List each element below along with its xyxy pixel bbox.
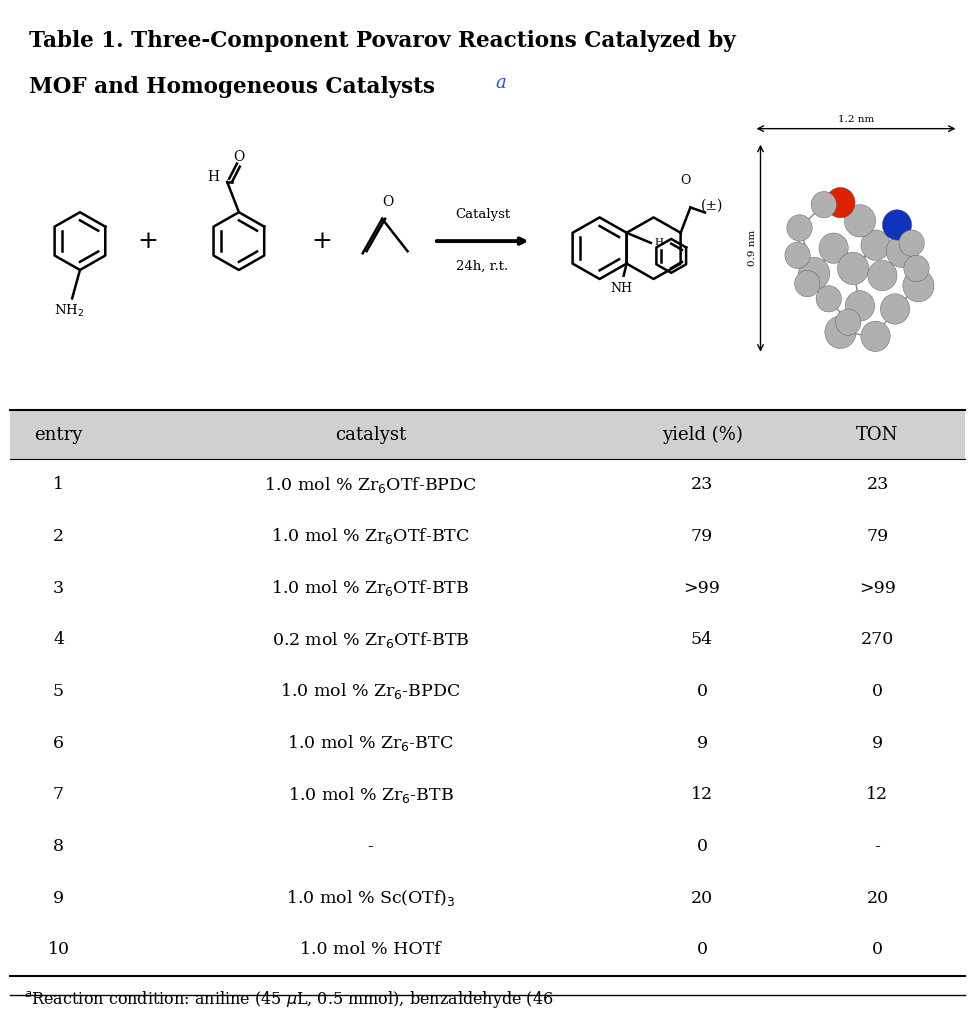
Text: (±): (±) bbox=[700, 199, 722, 213]
Text: 20: 20 bbox=[691, 889, 713, 907]
Text: 23: 23 bbox=[691, 476, 713, 493]
Circle shape bbox=[904, 255, 929, 282]
Text: Catalyst: Catalyst bbox=[455, 208, 510, 221]
Text: 5: 5 bbox=[53, 683, 64, 700]
Text: +: + bbox=[311, 230, 332, 252]
Text: -: - bbox=[875, 838, 880, 855]
Text: 12: 12 bbox=[691, 786, 713, 803]
Text: 7: 7 bbox=[53, 786, 64, 803]
Circle shape bbox=[861, 321, 890, 352]
Text: Table 1. Three-Component Povarov Reactions Catalyzed by: Table 1. Three-Component Povarov Reactio… bbox=[29, 30, 736, 53]
Text: 0: 0 bbox=[696, 683, 708, 700]
Text: 1: 1 bbox=[53, 476, 64, 493]
Circle shape bbox=[819, 233, 848, 263]
Text: H: H bbox=[654, 238, 663, 246]
Text: 9: 9 bbox=[53, 889, 64, 907]
Text: 0: 0 bbox=[872, 683, 883, 700]
Text: NH: NH bbox=[610, 282, 633, 295]
Text: 270: 270 bbox=[861, 631, 894, 648]
Text: 79: 79 bbox=[691, 528, 713, 545]
Text: 0: 0 bbox=[696, 838, 708, 855]
FancyBboxPatch shape bbox=[10, 410, 965, 459]
Text: 54: 54 bbox=[691, 631, 713, 648]
Text: catalyst: catalyst bbox=[334, 425, 407, 444]
Text: 8: 8 bbox=[53, 838, 64, 855]
Text: 1.2 nm: 1.2 nm bbox=[838, 114, 875, 124]
Circle shape bbox=[868, 260, 897, 291]
Text: 12: 12 bbox=[867, 786, 888, 803]
Circle shape bbox=[899, 230, 924, 256]
Circle shape bbox=[799, 257, 830, 290]
Text: 0.9 nm: 0.9 nm bbox=[748, 230, 758, 266]
Text: 0: 0 bbox=[872, 941, 883, 958]
Text: 79: 79 bbox=[867, 528, 888, 545]
Circle shape bbox=[844, 205, 876, 237]
Text: 1.0 mol % Zr$_6$OTf-BTC: 1.0 mol % Zr$_6$OTf-BTC bbox=[271, 527, 470, 546]
Circle shape bbox=[880, 294, 910, 324]
Text: 1.0 mol % Zr$_6$OTf-BPDC: 1.0 mol % Zr$_6$OTf-BPDC bbox=[264, 475, 477, 494]
Text: 1.0 mol % Zr$_6$-BTC: 1.0 mol % Zr$_6$-BTC bbox=[288, 733, 453, 753]
Circle shape bbox=[886, 235, 917, 267]
FancyBboxPatch shape bbox=[746, 116, 960, 360]
Text: 6: 6 bbox=[53, 734, 64, 752]
Circle shape bbox=[816, 286, 841, 312]
Text: 1.0 mol % HOTf: 1.0 mol % HOTf bbox=[300, 941, 441, 958]
Circle shape bbox=[785, 242, 810, 268]
Circle shape bbox=[861, 230, 890, 260]
Text: yield (%): yield (%) bbox=[662, 425, 742, 444]
Circle shape bbox=[787, 215, 812, 241]
Text: 23: 23 bbox=[867, 476, 888, 493]
Text: 24h, r.t.: 24h, r.t. bbox=[456, 259, 509, 272]
Circle shape bbox=[838, 252, 869, 285]
Text: 3: 3 bbox=[53, 579, 64, 597]
Text: 1.0 mol % Sc(OTf)$_3$: 1.0 mol % Sc(OTf)$_3$ bbox=[286, 888, 455, 908]
Text: 1.0 mol % Zr$_6$-BPDC: 1.0 mol % Zr$_6$-BPDC bbox=[280, 682, 461, 701]
Text: +: + bbox=[137, 230, 159, 252]
Text: 20: 20 bbox=[867, 889, 888, 907]
Text: 4: 4 bbox=[53, 631, 64, 648]
Circle shape bbox=[836, 309, 861, 335]
Text: 1.0 mol % Zr$_6$-BTB: 1.0 mol % Zr$_6$-BTB bbox=[288, 785, 453, 804]
Circle shape bbox=[903, 269, 934, 302]
Text: >99: >99 bbox=[859, 579, 896, 597]
Circle shape bbox=[825, 316, 856, 348]
Text: 9: 9 bbox=[872, 734, 883, 752]
Text: MOF and Homogeneous Catalysts: MOF and Homogeneous Catalysts bbox=[29, 76, 435, 98]
Text: entry: entry bbox=[34, 425, 83, 444]
Text: 0.2 mol % Zr$_6$OTf-BTB: 0.2 mol % Zr$_6$OTf-BTB bbox=[272, 630, 469, 649]
Circle shape bbox=[811, 191, 837, 218]
Text: -: - bbox=[368, 838, 373, 855]
Text: O: O bbox=[382, 194, 394, 209]
Text: >99: >99 bbox=[683, 579, 721, 597]
Text: 10: 10 bbox=[48, 941, 69, 958]
Text: O: O bbox=[233, 150, 245, 163]
Text: $^{a}$Reaction condition: aniline (45 $\mu$L, 0.5 mmol), benzaldehyde (46: $^{a}$Reaction condition: aniline (45 $\… bbox=[24, 989, 554, 1010]
Circle shape bbox=[845, 291, 875, 321]
Text: 1.0 mol % Zr$_6$OTf-BTB: 1.0 mol % Zr$_6$OTf-BTB bbox=[271, 578, 470, 598]
Circle shape bbox=[826, 187, 855, 218]
Text: 2: 2 bbox=[53, 528, 64, 545]
Circle shape bbox=[882, 210, 912, 240]
Text: a: a bbox=[495, 74, 506, 92]
Text: 9: 9 bbox=[696, 734, 708, 752]
Text: TON: TON bbox=[856, 425, 899, 444]
Circle shape bbox=[795, 270, 820, 297]
Text: H: H bbox=[208, 170, 219, 183]
Text: 0: 0 bbox=[696, 941, 708, 958]
Text: O: O bbox=[681, 174, 690, 187]
Text: NH$_2$: NH$_2$ bbox=[55, 304, 84, 319]
